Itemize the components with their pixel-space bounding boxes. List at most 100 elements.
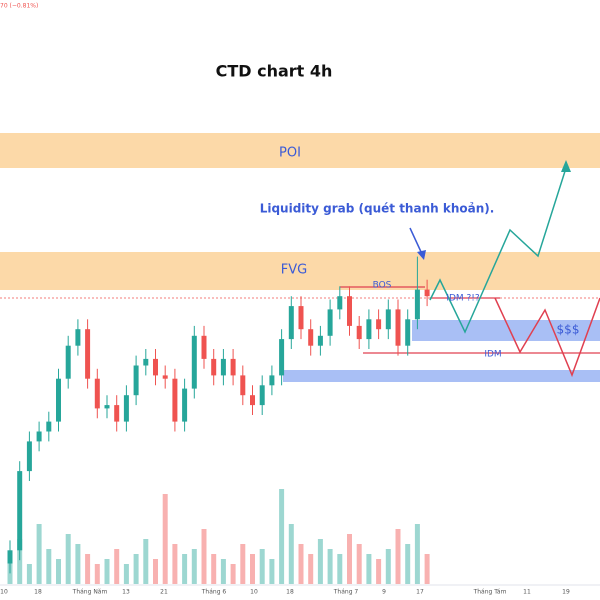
candle-body [405, 319, 411, 346]
volume-bar [26, 564, 32, 584]
candle-body [114, 405, 120, 422]
candle-body [7, 550, 13, 564]
ticker-change: 70 (−0.81%) [0, 3, 38, 10]
volume-bar [395, 529, 401, 584]
volume-bar [347, 534, 352, 584]
candle-body [191, 335, 197, 389]
volume-bar [104, 559, 110, 584]
candle-body [104, 405, 110, 409]
volume-bar [240, 544, 246, 584]
candle-body [376, 319, 382, 330]
volume-bar [143, 539, 149, 584]
x-tick-label: 13 [122, 589, 130, 596]
candle-body [143, 358, 149, 366]
volume-bar [298, 544, 304, 584]
candle-body [153, 358, 158, 376]
candle-body [201, 335, 207, 359]
x-tick-label: 11 [523, 589, 531, 596]
volume-bar [220, 559, 226, 584]
poi-zone [0, 133, 600, 168]
candle-body [240, 375, 246, 396]
candle-body [308, 329, 314, 346]
fvg-zone [0, 252, 600, 290]
candle-body [347, 296, 352, 326]
x-tick-label: 17 [416, 589, 424, 596]
candle-body [123, 395, 129, 422]
x-tick-label: 10 [0, 589, 8, 596]
candle-body [17, 471, 23, 551]
volume-bar [153, 559, 158, 584]
demand-zone [283, 370, 600, 382]
candle-body [85, 329, 91, 379]
volume-bar [308, 554, 314, 584]
candle-body [182, 388, 188, 422]
candle-body [269, 375, 275, 386]
candle-body [36, 431, 42, 442]
candle-body [56, 378, 61, 422]
candle-body [279, 339, 285, 376]
volume-bar [201, 529, 207, 584]
volume-bar [56, 559, 61, 584]
volume-bar [230, 564, 236, 584]
candle-body [94, 378, 100, 409]
volume-bar [288, 524, 294, 584]
x-tick-label: 18 [34, 589, 42, 596]
bull-path [429, 167, 567, 334]
liquidity-label: $$$ [557, 323, 580, 337]
candle-body [356, 325, 362, 340]
x-tick-label: Tháng 7 [333, 589, 359, 596]
volume-bar [337, 554, 343, 584]
candle-body [230, 358, 236, 376]
candle-body [133, 365, 139, 396]
candle-body [220, 358, 226, 376]
idm-top-label: IDM ?!? [446, 294, 480, 304]
volume-bar [123, 564, 129, 584]
volume-bar [327, 549, 333, 584]
volume-bar [162, 494, 168, 584]
x-tick-label: 18 [286, 589, 294, 596]
x-tick-label: 9 [382, 589, 386, 596]
volume-bar [133, 554, 139, 584]
candle-body [250, 395, 255, 406]
volume-bar [211, 554, 217, 584]
x-tick-label: Tháng 6 [201, 589, 227, 596]
candle-body [211, 358, 217, 376]
candle-body [46, 421, 52, 432]
volume-bar [259, 549, 265, 584]
candle-body [259, 385, 265, 406]
volume-bar [94, 564, 100, 584]
volume-bar [182, 554, 188, 584]
candle-body [162, 375, 168, 379]
fvg-label: FVG [281, 263, 307, 278]
volume-bar [191, 549, 197, 584]
candle-body [65, 345, 71, 379]
candle-body [26, 441, 32, 472]
candle-body [172, 378, 178, 422]
volume-bar [250, 554, 255, 584]
volume-bar [65, 534, 71, 584]
candle-body [337, 296, 343, 310]
x-tick-label: 19 [562, 589, 570, 596]
bear-path [494, 297, 600, 378]
volume-bar [376, 559, 382, 584]
volume-bar [424, 554, 430, 584]
bull-arrowhead [561, 160, 571, 172]
volume-bar [114, 549, 120, 584]
volume-bar [17, 539, 23, 584]
volume-bar [279, 489, 285, 584]
volume-bar [85, 554, 91, 584]
grab-arrowhead [417, 250, 426, 260]
x-tick-label: Tháng Tám [473, 589, 507, 596]
candle-body [395, 309, 401, 346]
bos-label: BOS [373, 281, 392, 291]
liquidity-zone [412, 320, 600, 341]
volume-bar [75, 544, 81, 584]
volume-bar [405, 544, 411, 584]
candle-body [385, 309, 391, 330]
volume-bar [36, 524, 42, 584]
volume-bar [414, 524, 420, 584]
candle-body [288, 306, 294, 340]
volume-bar [366, 554, 372, 584]
grab-label: Liquidity grab (quét thanh khoản). [260, 202, 495, 216]
